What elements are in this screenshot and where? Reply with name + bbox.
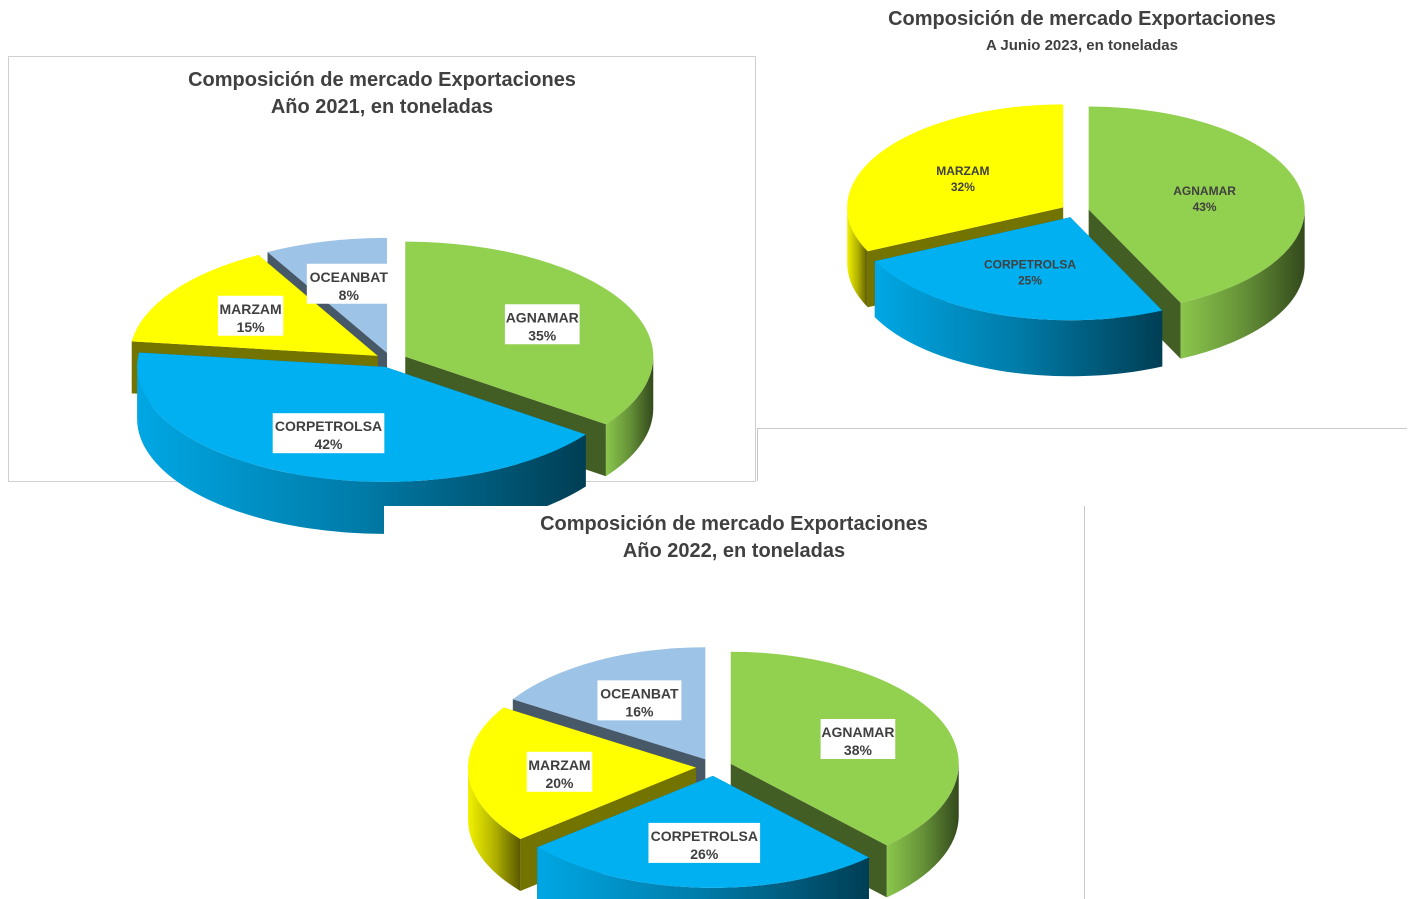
chart-subtitle: A Junio 2023, en toneladas	[985, 37, 1178, 54]
chart-panel-2021: Composición de mercado Exportaciones Año…	[8, 56, 756, 534]
data-label-category: MARZAM	[219, 301, 281, 317]
data-label-value: 16%	[625, 703, 654, 719]
data-label-category: MARZAM	[936, 164, 989, 178]
data-label-value: 38%	[844, 742, 873, 758]
pie-tops	[847, 104, 1305, 321]
data-label-value: 43%	[1193, 200, 1217, 214]
slice-outer-wall	[605, 356, 654, 477]
pie-labels: AGNAMAR 35% CORPETROLSA 42% MARZAM 15% OCEANBA…	[217, 263, 580, 454]
pie-labels: AGNAMAR 43% CORPETROLSA 25% MARZAM 32%	[936, 164, 1236, 288]
panel-divider	[757, 428, 758, 481]
slice-marzam	[847, 104, 1064, 252]
pie-chart-2022: AGNAMAR 38% CORPETROLSA 26% MARZAM 20% OCEANBA…	[468, 647, 959, 899]
data-label-box	[597, 680, 682, 721]
data-label-marzam: MARZAM 15%	[217, 295, 284, 336]
data-label-box	[820, 719, 896, 760]
data-label-category: OCEANBAT	[600, 685, 679, 701]
data-label-corpetrolsa: CORPETROLSA 25%	[984, 258, 1076, 288]
data-label-box	[306, 263, 391, 304]
data-label-value: 8%	[339, 287, 360, 303]
data-label-value: 25%	[1018, 274, 1042, 288]
data-label-category: AGNAMAR	[1173, 184, 1236, 198]
slice-outer-wall	[468, 767, 521, 891]
pie-labels: AGNAMAR 38% CORPETROLSA 26% MARZAM 20% OCEANBA…	[526, 680, 896, 863]
chart-panel-2022: Composición de mercado Exportaciones Año…	[384, 506, 1084, 899]
data-label-category: AGNAMAR	[506, 309, 579, 325]
data-label-category: AGNAMAR	[821, 724, 894, 740]
data-label-value: 42%	[314, 436, 343, 452]
data-label-box	[217, 295, 284, 336]
chart-panel-2023: Composición de mercado Exportaciones A J…	[757, 0, 1407, 428]
data-label-value: 35%	[528, 327, 557, 343]
data-label-box	[648, 822, 761, 863]
slice-agnamar	[1088, 106, 1305, 303]
slice-outer-wall	[886, 763, 959, 898]
data-label-oceanbat: OCEANBAT 16%	[597, 680, 682, 721]
chart-title: Composición de mercado Exportaciones	[888, 8, 1276, 30]
chart-title: Composición de mercado Exportaciones	[540, 513, 928, 535]
slice-outer-wall	[537, 847, 869, 899]
slice-outer-wall	[1180, 209, 1305, 359]
pie-chart-2023: AGNAMAR 43% CORPETROLSA 25% MARZAM 32%	[847, 104, 1305, 377]
slice-corpetrolsa	[874, 217, 1163, 321]
slice-outer-wall	[137, 366, 586, 534]
data-label-box	[504, 304, 580, 345]
data-label-agnamar: AGNAMAR 43%	[1173, 184, 1236, 214]
data-label-category: MARZAM	[528, 757, 590, 773]
data-label-marzam: MARZAM 32%	[936, 164, 989, 194]
pie-chart-2021: AGNAMAR 35% CORPETROLSA 42% MARZAM 15% OCEANBA…	[131, 237, 654, 534]
data-label-agnamar: AGNAMAR 35%	[504, 304, 580, 345]
data-label-corpetrolsa: CORPETROLSA 42%	[272, 413, 385, 454]
data-label-value: 26%	[690, 846, 719, 862]
data-label-value: 20%	[545, 775, 574, 791]
chart-subtitle: Año 2022, en toneladas	[622, 540, 846, 562]
data-label-corpetrolsa: CORPETROLSA 26%	[648, 822, 761, 863]
data-label-category: CORPETROLSA	[275, 418, 382, 434]
slice-outer-wall	[874, 261, 1163, 377]
chart-subtitle: Año 2021, en toneladas	[270, 96, 494, 118]
panel-divider	[1084, 506, 1085, 899]
data-label-category: CORPETROLSA	[651, 828, 758, 844]
chart-title: Composición de mercado Exportaciones	[188, 69, 576, 91]
slice-outer-wall	[847, 207, 868, 308]
data-label-value: 15%	[237, 319, 266, 335]
data-label-box	[272, 413, 385, 454]
data-label-box	[526, 751, 593, 792]
data-label-oceanbat: OCEANBAT 8%	[306, 263, 391, 304]
panel-divider	[757, 428, 1407, 429]
data-label-category: CORPETROLSA	[984, 258, 1076, 272]
data-label-agnamar: AGNAMAR 38%	[820, 719, 896, 760]
data-label-marzam: MARZAM 20%	[526, 751, 593, 792]
data-label-value: 32%	[951, 180, 975, 194]
data-label-category: OCEANBAT	[310, 269, 389, 285]
